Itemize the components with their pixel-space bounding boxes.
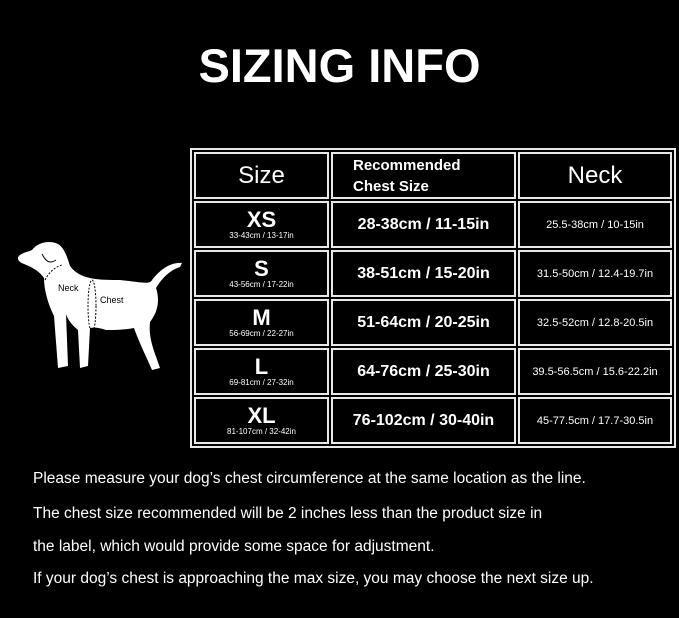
neck-size: 45-77.5cm / 17.7-30.5in <box>518 397 672 444</box>
size-label: S <box>254 255 269 281</box>
neck-size: 39.5-56.5cm / 15.6-22.2in <box>518 348 672 395</box>
header-chest: Recommended Chest Size <box>331 152 516 199</box>
dog-silhouette <box>17 242 183 370</box>
size-label: M <box>252 304 271 330</box>
neck-size: 25.5-38cm / 10-15in <box>518 201 672 248</box>
product-size: 33-43cm / 13-17in <box>229 230 294 240</box>
size-label: L <box>254 353 269 379</box>
chest-size: 76-102cm / 30-40in <box>331 397 516 444</box>
note-line: the label, which would provide some spac… <box>33 538 435 555</box>
neck-size: 31.5-50cm / 12.4-19.7in <box>518 250 672 297</box>
product-size: 56-69cm / 22-27in <box>229 328 294 338</box>
neck-size: 32.5-52cm / 12.8-20.5in <box>518 299 672 346</box>
chest-label: Chest <box>100 295 124 305</box>
header-size: Size <box>194 152 329 199</box>
size-label: XL <box>247 402 276 428</box>
product-size: 81-107cm / 32-42in <box>227 426 296 436</box>
chest-size: 64-76cm / 25-30in <box>331 348 516 395</box>
product-size: 69-81cm / 27-32in <box>229 377 294 387</box>
header-chest-line2: Chest Size <box>353 177 429 195</box>
chest-size: 51-64cm / 20-25in <box>331 299 516 346</box>
table-row: L 69-81cm / 27-32in 64-76cm / 25-30in 39.… <box>194 348 672 395</box>
header-neck: Neck <box>518 152 672 199</box>
header-chest-line1: Recommended <box>353 156 461 174</box>
table-row: M 56-69cm / 22-27in 51-64cm / 20-25in 32.… <box>194 299 672 346</box>
table-header-row: Size Recommended Chest Size Neck <box>194 152 672 199</box>
table-row: XS 33-43cm / 13-17in 28-38cm / 11-15in 25… <box>194 201 672 248</box>
size-label: XS <box>246 206 277 232</box>
page-title: SIZING INFO <box>198 39 481 92</box>
table-row: S 43-56cm / 17-22in 38-51cm / 15-20in 31.… <box>194 250 672 297</box>
product-size: 43-56cm / 17-22in <box>229 279 294 289</box>
note-line: Please measure your dog’s chest circumfe… <box>33 470 586 487</box>
table-row: XL 81-107cm / 32-42in 76-102cm / 30-40in … <box>194 397 672 444</box>
note-line: The chest size recommended will be 2 inc… <box>33 505 543 522</box>
note-line: If your dog’s chest is approaching the m… <box>33 570 594 587</box>
sizing-table: Size Recommended Chest Size Neck XS 33-43c… <box>190 148 676 448</box>
chest-size: 28-38cm / 11-15in <box>331 201 516 248</box>
neck-label: Neck <box>58 283 79 293</box>
dog-illustration: Neck Chest <box>17 242 183 370</box>
chest-size: 38-51cm / 15-20in <box>331 250 516 297</box>
